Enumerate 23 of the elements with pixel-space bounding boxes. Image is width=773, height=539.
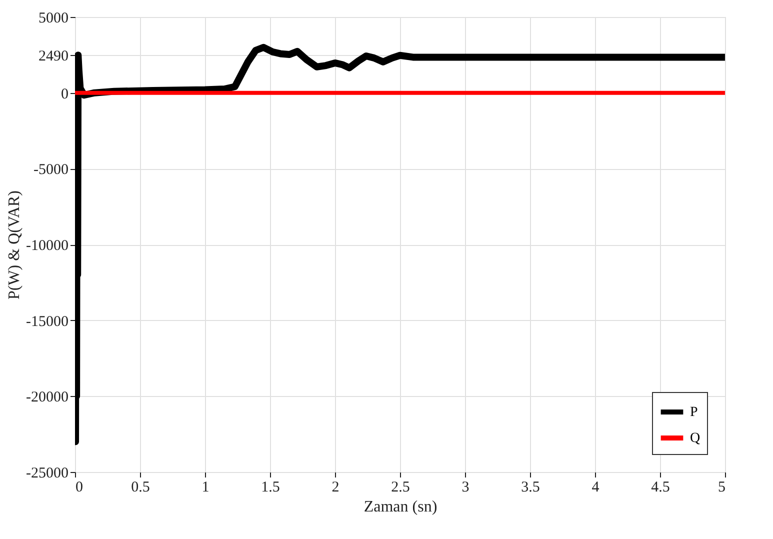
y-tick-label: 5000 [38,10,68,26]
y-tick-label: -5000 [34,162,68,178]
x-tick-label: 3 [462,480,470,496]
x-tick-label: 1 [202,480,210,496]
y-axis-title: P(W) & Q(VAR) [6,190,24,300]
x-tick-label: 1.5 [261,480,280,496]
y-tick-label: -20000 [26,390,68,406]
y-tick-label: 0 [61,86,68,102]
x-axis-title: Zaman (sn) [364,498,438,516]
y-tick-label: -25000 [26,466,68,482]
x-tick-label: 3.5 [521,480,540,496]
legend-label: Q [690,431,700,446]
y-tick-label: -10000 [26,238,68,254]
x-tick-label: 0.5 [131,480,150,496]
x-tick-label: 2.5 [391,480,410,496]
legend-label: P [690,405,698,420]
x-tick-label: 0 [76,480,83,496]
x-tick-label: 4 [592,480,600,496]
x-tick-label: 4.5 [651,480,670,496]
y-tick-label: 2490 [38,48,68,65]
x-tick-label: 2 [332,480,340,496]
x-tick-label: 5 [718,480,726,496]
y-tick-label: -15000 [26,314,68,330]
